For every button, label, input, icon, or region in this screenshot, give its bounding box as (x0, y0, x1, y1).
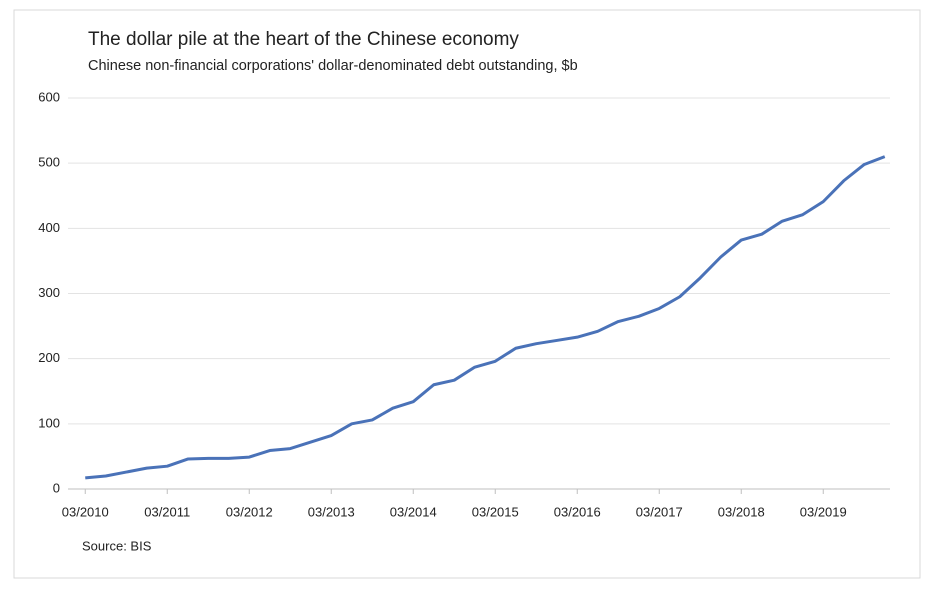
x-tick-label: 03/2016 (554, 504, 601, 519)
x-tick-label: 03/2014 (390, 504, 437, 519)
x-tick-label: 03/2012 (226, 504, 273, 519)
y-tick-label: 600 (38, 89, 60, 104)
chart-title: The dollar pile at the heart of the Chin… (88, 29, 519, 50)
data-line (85, 155, 886, 480)
chart-subtitle: Chinese non-financial corporations' doll… (88, 58, 578, 74)
y-tick-label: 0 (53, 480, 60, 495)
x-tick-label: 03/2010 (62, 504, 109, 519)
x-tick-label: 03/2011 (144, 504, 190, 519)
x-tick-label: 03/2013 (308, 504, 355, 519)
x-tick-label: 03/2019 (800, 504, 847, 519)
x-tick-label: 03/2017 (636, 504, 683, 519)
y-tick-label: 300 (38, 285, 60, 300)
y-tick-label: 100 (38, 415, 60, 430)
y-tick-label: 200 (38, 350, 60, 365)
x-tick-label: 03/2018 (718, 504, 765, 519)
x-tick-label: 03/2015 (472, 504, 519, 519)
y-tick-label: 400 (38, 220, 60, 235)
y-tick-label: 500 (38, 155, 60, 170)
source-note: Source: BIS (82, 538, 152, 553)
